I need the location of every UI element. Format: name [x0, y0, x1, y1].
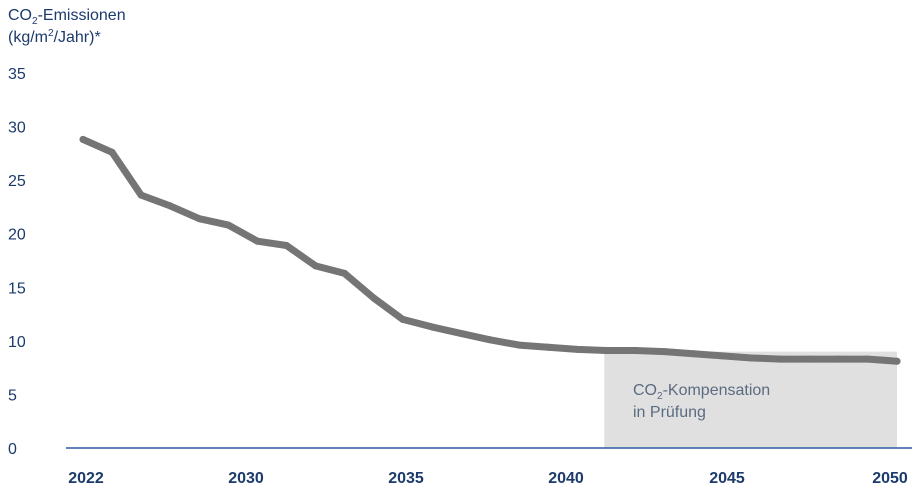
data-point	[224, 221, 232, 229]
data-point	[602, 347, 610, 354]
data-point	[312, 262, 320, 270]
x-tick-label: 2050	[872, 470, 908, 486]
x-tick-label: 2030	[228, 470, 264, 486]
x-tick-label: 2035	[388, 470, 424, 486]
data-point	[108, 148, 116, 156]
y-tick-label: 5	[8, 387, 17, 404]
y-tick-labels: 0 5 10 15 20 25 30 35	[8, 66, 26, 458]
data-point	[195, 215, 203, 223]
data-point	[893, 357, 901, 365]
data-point	[660, 348, 668, 356]
data-point	[341, 269, 349, 277]
series-points	[79, 135, 901, 365]
y-tick-label: 30	[8, 120, 26, 137]
data-point	[253, 237, 261, 245]
data-point	[137, 191, 145, 199]
data-point	[835, 355, 843, 363]
x-tick-label: 2045	[709, 470, 745, 486]
y-tick-label: 15	[8, 280, 26, 297]
data-point	[777, 355, 785, 363]
compensation-band	[604, 351, 897, 448]
x-tick-labels: 2022 2030 2035 2040 2045 2050	[68, 470, 908, 486]
y-tick-label: 35	[8, 66, 26, 83]
emissions-series-line	[79, 135, 901, 365]
data-point	[515, 341, 523, 349]
compensation-band-label: CO2-Kompensation in Prüfung	[633, 382, 771, 421]
y-tick-label: 25	[8, 173, 26, 190]
data-point	[631, 347, 639, 354]
y-axis-label: CO2-Emissionen (kg/m2/Jahr)*	[8, 7, 126, 46]
data-point	[806, 355, 814, 363]
data-point	[573, 345, 581, 353]
data-point	[486, 336, 494, 344]
data-point	[399, 315, 407, 323]
data-point	[690, 350, 697, 358]
data-point	[283, 242, 290, 249]
data-point	[457, 329, 465, 337]
data-point	[428, 323, 436, 331]
data-point	[719, 352, 727, 360]
data-point	[748, 354, 756, 362]
data-point	[544, 343, 552, 351]
data-point	[370, 294, 378, 302]
y-tick-label: 10	[8, 334, 26, 351]
data-point	[864, 355, 872, 363]
y-tick-label: 0	[8, 441, 17, 458]
data-point	[166, 202, 174, 210]
x-tick-label: 2022	[68, 470, 104, 486]
data-point	[79, 135, 87, 143]
x-tick-label: 2040	[548, 470, 584, 486]
y-tick-label: 20	[8, 227, 26, 244]
